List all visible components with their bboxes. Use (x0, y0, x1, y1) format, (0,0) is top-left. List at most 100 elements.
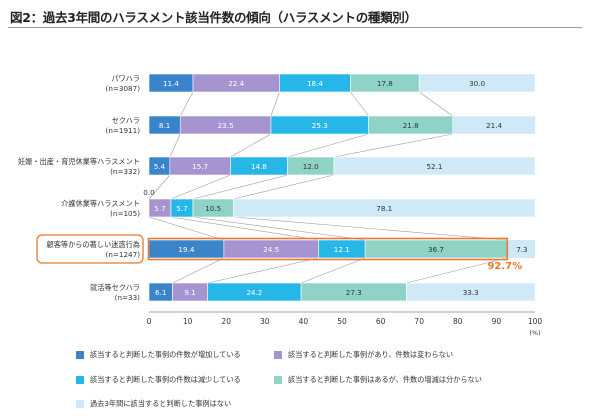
category-label: 就活等セクハラ (90, 283, 140, 292)
data-label: 0.0 (143, 188, 155, 197)
bar-segment (233, 198, 536, 218)
connector-line (169, 133, 181, 158)
data-label: 24.5 (263, 245, 279, 254)
legend-label: 該当すると判断した事例の件数が増加している (90, 350, 241, 359)
connector-line (233, 174, 334, 200)
category-n-label: (n=1911) (106, 126, 141, 135)
category-n-label: (n=105) (110, 209, 140, 218)
data-label: 14.8 (251, 162, 267, 171)
data-label: 21.8 (403, 121, 419, 130)
data-label: 6.1 (155, 288, 166, 297)
title-divider (8, 27, 582, 28)
category-label: 介護休業等ハラスメント (61, 199, 140, 208)
data-label: 52.1 (426, 162, 442, 171)
legend-swatch (274, 376, 282, 384)
data-label: 5.7 (154, 204, 165, 213)
data-label: 21.4 (486, 121, 502, 130)
x-tick-label: 50 (337, 317, 347, 326)
connector-line (172, 257, 225, 284)
connector-line (233, 216, 507, 241)
x-tick-label: 60 (376, 317, 386, 326)
legend-swatch (76, 376, 84, 384)
legend-swatch (76, 400, 84, 408)
data-label: 24.2 (246, 288, 262, 297)
connector-line (180, 91, 194, 117)
x-tick-label: 30 (260, 317, 270, 326)
data-label: 17.8 (377, 79, 393, 88)
data-label: 27.3 (346, 288, 362, 297)
data-label: 36.7 (428, 245, 444, 254)
category-n-label: (n=3087) (106, 84, 141, 93)
bar-segment (406, 282, 536, 302)
data-label: 19.4 (178, 245, 194, 254)
data-label: 25.3 (312, 121, 328, 130)
legend-swatch (274, 351, 282, 359)
x-tick-label: 10 (183, 317, 193, 326)
highlight-bar-frame (147, 237, 509, 261)
data-label: 33.3 (463, 288, 479, 297)
legend-label: 該当すると判断した事例の件数は減少している (90, 375, 241, 384)
data-label: 23.5 (218, 121, 234, 130)
connector-line (350, 91, 369, 117)
data-label: 22.4 (228, 79, 244, 88)
legend-label: 該当すると判断した事例はあるが、件数の増減は分からない (288, 375, 482, 384)
data-label: 9.1 (184, 288, 195, 297)
chart-title: 図2：過去3年間のハラスメント該当件数の傾向（ハラスメントの種類別） (10, 10, 417, 25)
connector-line (192, 216, 366, 241)
data-label: 8.1 (159, 121, 170, 130)
legend-item: 該当すると判断した事例はあるが、件数の増減は分からない (274, 375, 482, 385)
x-tick-label: 70 (414, 317, 424, 326)
data-label: 30.0 (469, 79, 485, 88)
data-label: 12.1 (334, 245, 350, 254)
x-tick-label: 90 (492, 317, 502, 326)
category-label: パワハラ (111, 74, 140, 83)
data-label: 15.7 (192, 162, 208, 171)
data-label: 18.4 (307, 79, 323, 88)
connector-line (419, 91, 453, 117)
connector-line (406, 257, 507, 284)
highlight-cumulative-label: 92.7% (487, 261, 522, 272)
connector-line (192, 174, 288, 200)
legend-item: 該当すると判断した事例があり、件数は変わらない (274, 350, 453, 360)
category-n-label: (n=1247) (106, 250, 141, 259)
legend-item: 該当すると判断した事例の件数は減少している (76, 375, 241, 385)
bar-segment (506, 240, 535, 258)
connector-line (148, 174, 171, 200)
x-tick-label: 80 (453, 317, 463, 326)
x-axis-unit: (%) (529, 329, 540, 337)
connector-line (207, 257, 319, 284)
connector-line (270, 91, 280, 117)
data-label: 7.3 (516, 245, 527, 254)
data-label: 11.4 (163, 79, 179, 88)
bar-segment (452, 115, 536, 135)
x-tick-label: 0 (147, 317, 152, 326)
data-label: 5.4 (154, 162, 166, 171)
category-label: 顧客等からの著しい迷惑行為 (47, 240, 140, 249)
data-label: 10.5 (205, 204, 221, 213)
legend-label: 該当すると判断した事例があり、件数は変わらない (288, 350, 454, 359)
category-n-label: (n=33) (115, 293, 141, 302)
data-label: 78.1 (376, 204, 392, 213)
bar-segment (418, 73, 536, 93)
legend-swatch (76, 351, 84, 359)
connector-line (230, 133, 272, 158)
connector-line (333, 133, 453, 158)
category-n-label: (n=332) (110, 167, 140, 176)
bar-segment (333, 156, 536, 176)
highlight-category-frame (36, 234, 144, 264)
x-tick-label: 100 (528, 317, 543, 326)
legend-label: 過去3年間に該当すると判断した事例はない (90, 399, 232, 408)
x-tick-label: 40 (299, 317, 309, 326)
data-label: 12.0 (303, 162, 319, 171)
x-tick-label: 20 (221, 317, 231, 326)
category-label: セクハラ (112, 116, 140, 125)
connector-line (170, 216, 319, 241)
connector-line (170, 174, 231, 200)
data-label: 5.7 (176, 204, 187, 213)
connector-line (148, 216, 224, 241)
connector-line (300, 257, 366, 284)
category-label: 妊娠・出産・育児休業等ハラスメント (18, 157, 140, 166)
legend-item: 該当すると判断した事例の件数が増加している (76, 350, 241, 360)
connector-line (287, 133, 369, 158)
